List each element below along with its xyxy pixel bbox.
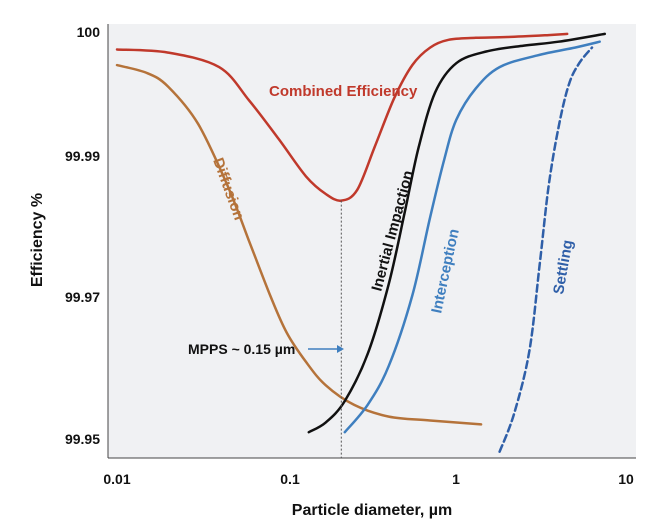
mpps-annotation: MPPS ~ 0.15 µm — [188, 341, 295, 357]
curves-group — [115, 32, 607, 453]
series-line-combined-efficiency — [115, 32, 569, 202]
y-tick-label: 99.95 — [65, 431, 100, 447]
x-tick-label: 0.1 — [280, 471, 300, 487]
label-combined-efficiency: Combined Efficiency — [269, 83, 418, 100]
x-axis-title: Particle diameter, µm — [292, 502, 452, 519]
y-axis-title: Efficiency % — [29, 193, 46, 287]
series-line-inertial-impaction — [307, 32, 607, 434]
series-line-interception — [343, 40, 601, 434]
y-tick-label: 99.97 — [65, 289, 100, 305]
mpps-arrow-head — [337, 345, 344, 353]
x-tick-label: 10 — [618, 471, 634, 487]
y-tick-label: 100 — [77, 24, 101, 40]
series-line-diffusion — [115, 63, 483, 426]
x-tick-label: 1 — [452, 471, 460, 487]
series-line-settling — [498, 46, 594, 453]
plot-background — [108, 24, 636, 458]
y-tick-label: 99.99 — [65, 148, 100, 164]
x-tick-label: 0.01 — [103, 471, 130, 487]
